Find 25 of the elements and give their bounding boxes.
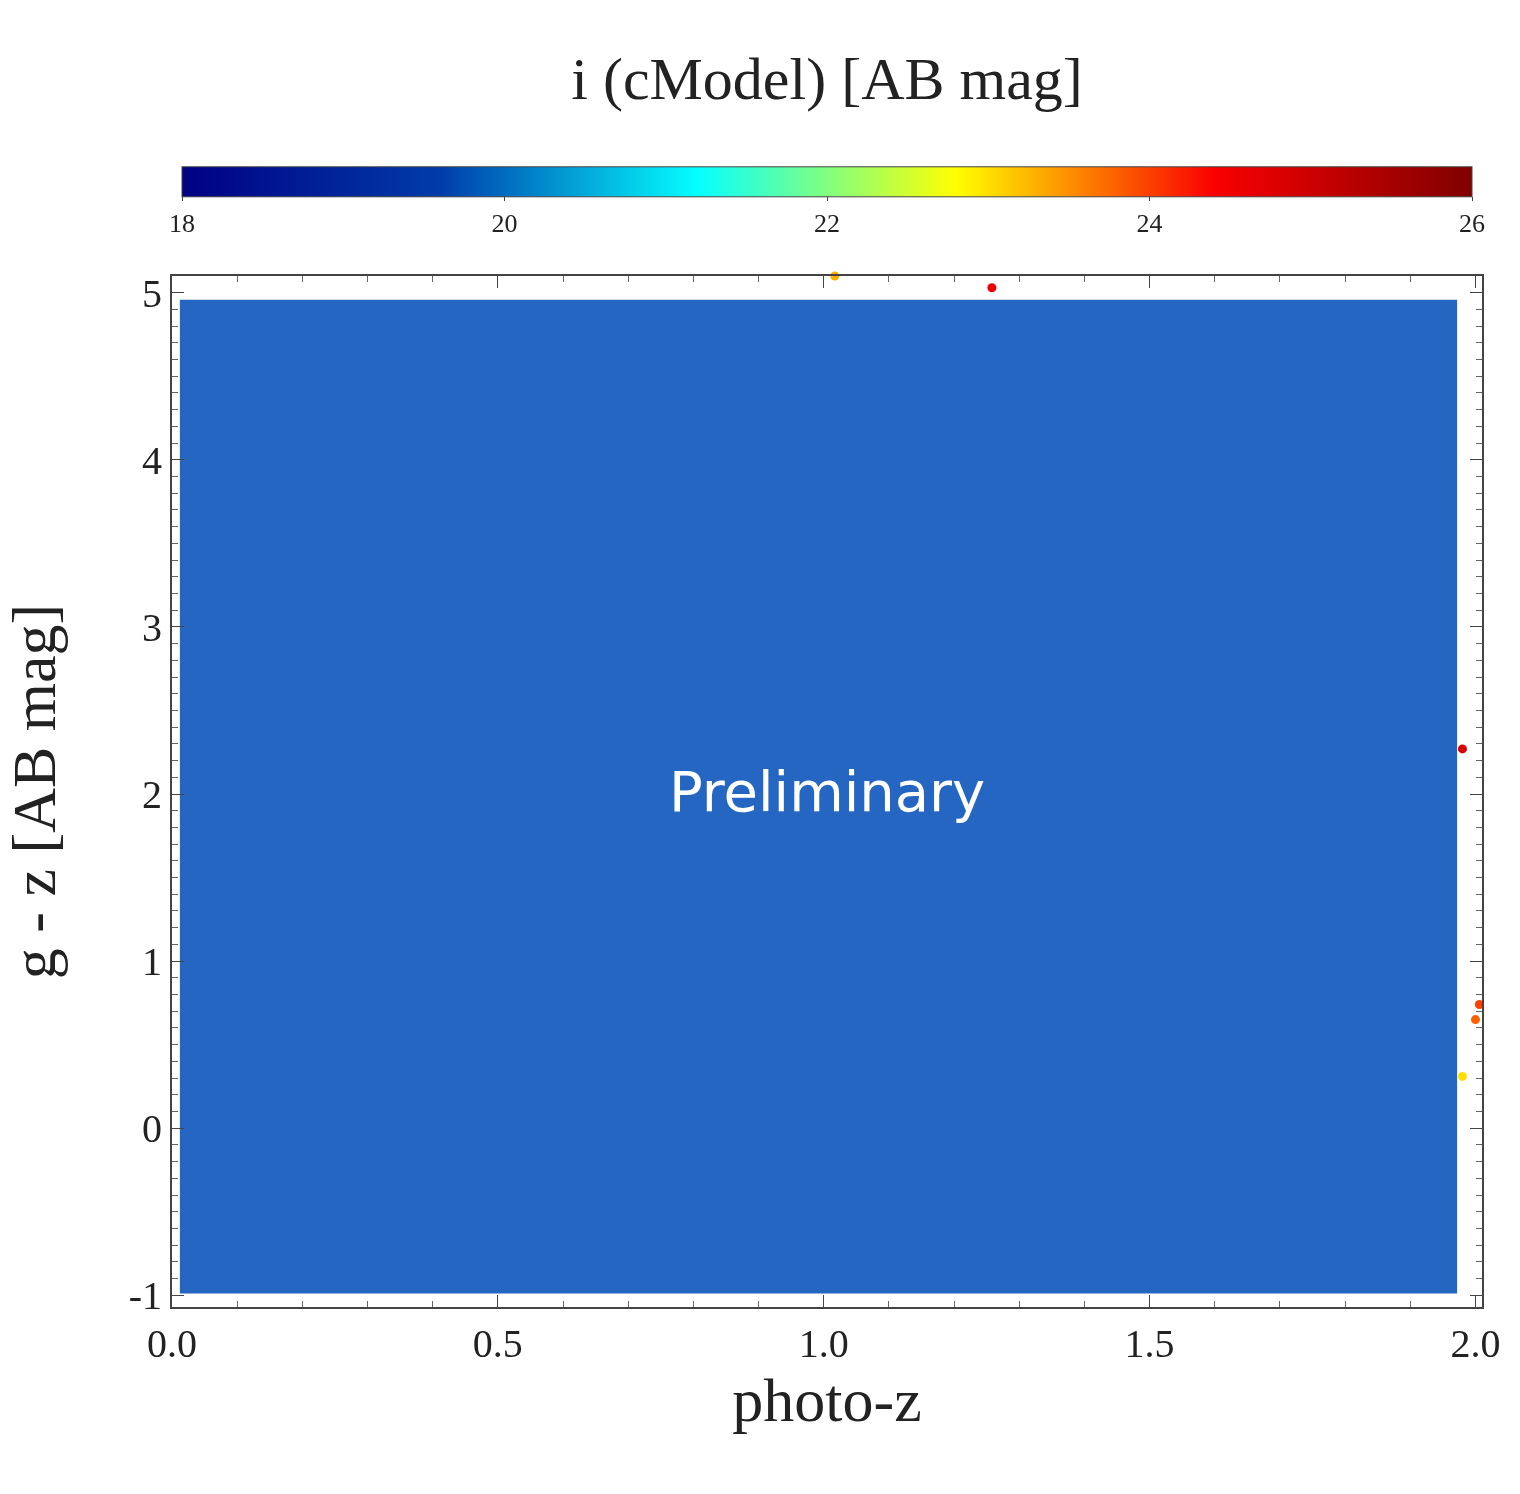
- y-tick-label: 5: [142, 270, 162, 316]
- y-tick-label: 1: [142, 939, 162, 985]
- point: [1457, 1071, 1467, 1081]
- color-bar-label: 20: [491, 209, 518, 238]
- point: [1457, 744, 1467, 754]
- x-tick-label: 1.5: [1124, 1321, 1175, 1366]
- x-tick-label: 2.0: [1450, 1321, 1501, 1366]
- color-bar-title: i (cModel) [AB mag]: [571, 45, 1083, 112]
- color-bar-label: 22: [814, 209, 840, 238]
- x-axis-title: photo-z: [732, 1366, 922, 1434]
- point: [1470, 1015, 1480, 1025]
- y-tick-label: -1: [128, 1273, 162, 1319]
- color-bar-label: 18: [169, 209, 195, 238]
- x-tick-label: 0.5: [472, 1321, 523, 1366]
- point: [987, 283, 997, 293]
- y-tick-label: 3: [142, 604, 162, 650]
- y-tick-label: 0: [142, 1106, 162, 1152]
- x-tick-label: 1.0: [798, 1321, 849, 1366]
- y-axis-title: g - z [AB mag]: [0, 603, 68, 980]
- color-bar-label: 24: [1136, 209, 1163, 238]
- y-tick-label: 4: [142, 437, 162, 483]
- x-tick-label: 0.0: [147, 1321, 197, 1366]
- annotation: Preliminary: [669, 759, 986, 824]
- color-bar-label: 26: [1459, 209, 1485, 238]
- y-tick-label: 2: [142, 772, 162, 818]
